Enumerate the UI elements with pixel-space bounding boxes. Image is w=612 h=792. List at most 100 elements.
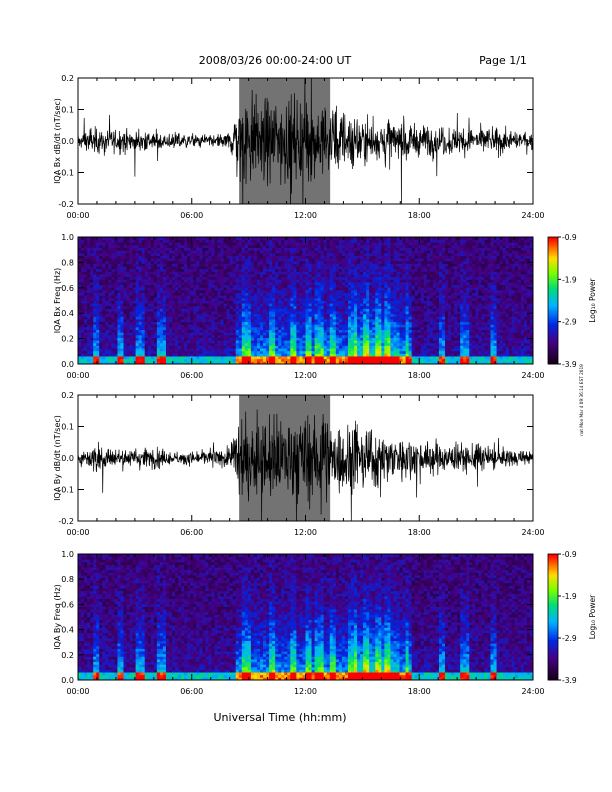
- spectrogram-cell: [232, 260, 237, 264]
- spectrogram-cell: [275, 316, 279, 320]
- spectrogram-cell: [235, 239, 240, 243]
- spectrogram-cell: [314, 284, 319, 288]
- spectrogram-cell: [250, 316, 255, 320]
- spectrogram-cell: [178, 297, 182, 301]
- spectrogram-cell: [305, 337, 309, 341]
- spectrogram-cell: [150, 295, 155, 299]
- spectrogram-cell: [108, 321, 112, 325]
- spectrogram-cell: [138, 337, 143, 341]
- spectrogram-cell: [108, 350, 112, 354]
- spectrogram-cell: [150, 268, 155, 272]
- spectrogram-cell: [108, 237, 112, 241]
- spectrogram-cell: [384, 353, 388, 357]
- spectrogram-cell: [87, 345, 91, 349]
- spectrogram-cell: [102, 271, 106, 275]
- spectrogram-cell: [184, 334, 188, 338]
- spectrogram-cell: [357, 239, 361, 243]
- spectrogram-cell: [135, 237, 140, 241]
- spectrogram-cell: [81, 239, 85, 243]
- spectrogram-cell: [329, 342, 334, 346]
- spectrogram-cell: [351, 268, 355, 272]
- spectrogram-cell: [162, 345, 167, 349]
- spectrogram-cell: [150, 271, 155, 275]
- spectrogram-cell: [381, 324, 385, 328]
- spectrogram-cell: [384, 348, 388, 352]
- spectrogram-cell: [93, 292, 97, 296]
- spectrogram-cell: [372, 300, 376, 304]
- spectrogram-cell: [211, 303, 215, 307]
- spectrogram-cell: [335, 281, 340, 286]
- spectrogram-cell: [326, 252, 331, 256]
- spectrogram-cell: [111, 263, 115, 267]
- spectrogram-cell: [208, 268, 212, 272]
- spectrogram-cell: [338, 311, 343, 315]
- spectrogram-cell: [93, 321, 97, 325]
- spectrogram-cell: [150, 266, 155, 270]
- spectrogram-cell: [96, 247, 100, 251]
- spectrogram-cell: [229, 334, 234, 338]
- spectrogram-cell: [196, 358, 200, 362]
- spectrogram-cell: [275, 255, 279, 259]
- spectrogram-cell: [147, 266, 152, 270]
- spectrogram-cell: [220, 268, 224, 272]
- spectrogram-cell: [250, 260, 255, 264]
- spectrogram-cell: [162, 324, 167, 328]
- spectrogram-cell: [357, 326, 361, 331]
- spectrogram-cell: [202, 332, 206, 336]
- spectrogram-cell: [208, 313, 212, 317]
- spectrogram-cell: [266, 308, 270, 312]
- spectrogram-cell: [138, 303, 143, 307]
- spectrogram-cell: [281, 274, 285, 278]
- spectrogram-cell: [363, 332, 367, 336]
- spectrogram-cell: [117, 263, 121, 267]
- spectrogram-cell: [241, 305, 246, 309]
- spectrogram-cell: [296, 353, 300, 357]
- spectrogram-cell: [281, 337, 285, 341]
- spectrogram-cell: [366, 319, 370, 323]
- spectrogram-cell: [360, 311, 364, 315]
- spectrogram-cell: [129, 305, 133, 309]
- spectrogram-cell: [162, 237, 167, 241]
- spectrogram-cell: [141, 274, 146, 278]
- spectrogram-cell: [272, 305, 276, 309]
- spectrogram-cell: [381, 260, 385, 264]
- spectrogram-cell: [208, 326, 212, 331]
- spectrogram-cell: [281, 329, 285, 333]
- spectrogram-cell: [332, 287, 337, 291]
- spectrogram-cell: [99, 271, 103, 275]
- spectrogram-cell: [105, 237, 109, 241]
- spectrogram-cell: [147, 252, 152, 256]
- spectrogram-cell: [357, 252, 361, 256]
- spectrogram-cell: [211, 311, 215, 315]
- spectrogram-cell: [381, 274, 385, 278]
- spectrogram-cell: [332, 358, 337, 362]
- spectrogram-cell: [363, 348, 367, 352]
- spectrogram-cell: [199, 337, 203, 341]
- spectrogram-cell: [326, 308, 331, 312]
- spectrogram-cell: [238, 316, 243, 320]
- spectrogram-cell: [141, 258, 146, 262]
- spectrogram-cell: [296, 292, 300, 296]
- spectrogram-cell: [105, 337, 109, 341]
- spectrogram-cell: [172, 255, 176, 259]
- spectrogram-cell: [369, 258, 373, 262]
- spectrogram-cell: [344, 295, 349, 299]
- spectrogram-cell: [153, 242, 158, 246]
- spectrogram-cell: [366, 247, 370, 251]
- spectrogram-cell: [111, 329, 115, 333]
- spectrogram-cell: [260, 337, 264, 341]
- spectrogram-cell: [193, 260, 197, 264]
- spectrogram-cell: [84, 258, 88, 262]
- spectrogram-cell: [320, 239, 325, 243]
- spectrogram-cell: [223, 313, 228, 317]
- spectrogram-cell: [341, 242, 346, 246]
- spectrogram-cell: [244, 353, 249, 357]
- spectrogram-cell: [244, 244, 249, 248]
- spectrogram-cell: [244, 260, 249, 264]
- spectrogram-cell: [87, 244, 91, 248]
- spectrogram-cell: [156, 297, 161, 301]
- spectrogram-cell: [256, 358, 261, 362]
- spectrogram-cell: [363, 252, 367, 256]
- spectrogram-cell: [238, 244, 243, 248]
- spectrogram-cell: [81, 356, 85, 360]
